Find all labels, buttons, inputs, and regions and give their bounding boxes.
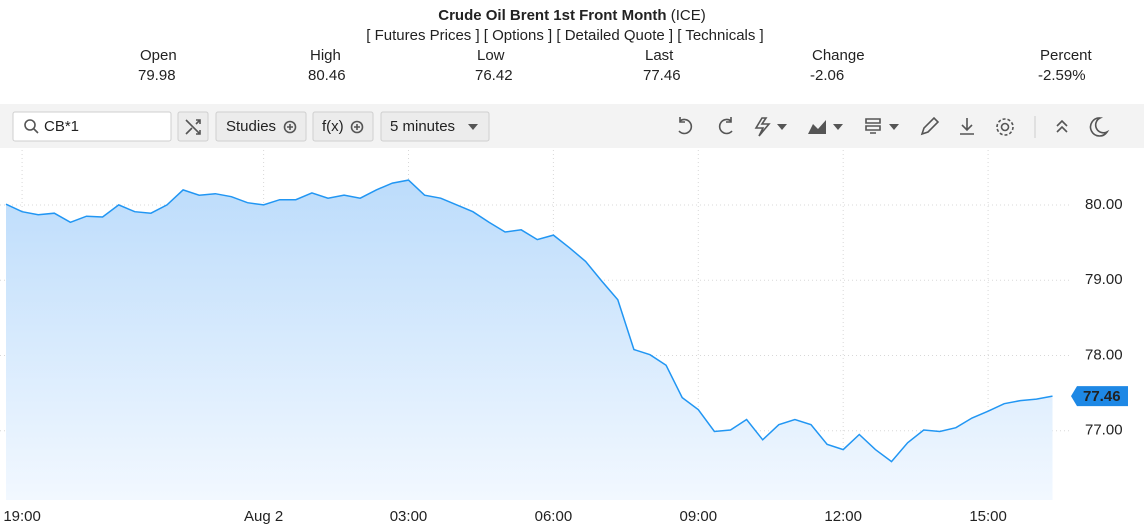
title: Crude Oil Brent 1st Front Month (ICE) — [438, 7, 706, 24]
settings-icon[interactable] — [1000, 122, 1010, 132]
x-tick-label: 15:00 — [969, 508, 1007, 525]
exchange: (ICE) — [671, 7, 706, 24]
quote-label: Open — [140, 47, 177, 64]
studies-text: Studies — [226, 118, 276, 135]
quote-value: 79.98 — [138, 67, 176, 84]
fx-button[interactable] — [312, 111, 374, 142]
search-box[interactable] — [12, 111, 172, 142]
plus-icon — [354, 124, 360, 130]
search-text: CB*1 — [44, 118, 79, 135]
link[interactable]: Options — [492, 27, 544, 44]
line — [5, 179, 1053, 463]
interval-button[interactable] — [380, 111, 490, 142]
quote-label: Percent — [1040, 47, 1093, 64]
y-tick-label: 77.00 — [1085, 422, 1123, 439]
chart-type-icon[interactable] — [808, 120, 826, 134]
plot: 19:00 Aug 2 03:00 06:00 09:00 12:00 15:00 77.00… — [0, 150, 1128, 525]
link[interactable]: Detailed Quote — [565, 27, 665, 44]
theme-icon[interactable] — [1089, 117, 1110, 137]
title-text: Crude Oil Brent 1st Front Month — [438, 7, 666, 24]
toolbar — [0, 104, 1144, 148]
last-price-label: 77.46 — [1083, 388, 1121, 405]
x-tick-label: Aug 2 — [244, 508, 283, 525]
studies-button[interactable] — [215, 111, 307, 142]
y-tick-label: 80.00 — [1085, 196, 1123, 213]
last-price-box — [1071, 386, 1128, 407]
plus-icon — [287, 124, 293, 130]
y-tick-label: 79.00 — [1085, 271, 1123, 288]
dropdown-icon — [833, 124, 843, 130]
quote-value: 77.46 — [643, 67, 681, 84]
area — [6, 180, 1053, 500]
y-tick-label: 78.00 — [1085, 346, 1123, 363]
quote-value: 80.46 — [308, 67, 346, 84]
quote-label: High — [310, 47, 341, 64]
search-icon — [24, 119, 36, 131]
search-icon — [33, 128, 39, 134]
link[interactable]: Futures Prices — [375, 27, 472, 44]
download-icon[interactable] — [960, 118, 974, 135]
quote-value: -2.59% — [1038, 67, 1086, 84]
compare-icon — [185, 119, 201, 135]
dropdown-icon — [468, 124, 478, 130]
plus-icon — [283, 120, 297, 134]
link[interactable]: Technicals — [685, 27, 755, 44]
settings-icon — [996, 118, 1014, 136]
dropdown-icon — [889, 124, 899, 130]
plus-icon — [350, 120, 364, 134]
redo-icon[interactable] — [718, 117, 733, 135]
pencil-icon[interactable] — [920, 116, 940, 136]
quote-label: Low — [477, 47, 505, 64]
x-tick-label: 03:00 — [390, 508, 428, 525]
quote-label: Last — [645, 47, 674, 64]
quote-value: 76.42 — [475, 67, 513, 84]
collapse-icon[interactable] — [1056, 119, 1068, 133]
fx-text: f(x) — [322, 118, 344, 135]
links: [ Futures Prices ] [ Options ] [ Detaile… — [366, 27, 763, 44]
draw-tools-icon[interactable] — [754, 117, 771, 137]
undo-icon[interactable] — [678, 117, 693, 135]
x-tick-label: 09:00 — [680, 508, 718, 525]
quote-value: -2.06 — [810, 67, 844, 84]
x-tick-label: 06:00 — [535, 508, 573, 525]
template-icon[interactable] — [865, 118, 881, 134]
quote-label: Change — [812, 47, 865, 64]
quote: Open 79.98 High 80.46 Low 76.42 Last 77.46 Chang… — [138, 47, 1093, 84]
dropdown-icon — [777, 124, 787, 130]
x-tick-label: 12:00 — [824, 508, 862, 525]
x-tick-label: 19:00 — [3, 508, 41, 525]
interval-text: 5 minutes — [390, 118, 455, 135]
